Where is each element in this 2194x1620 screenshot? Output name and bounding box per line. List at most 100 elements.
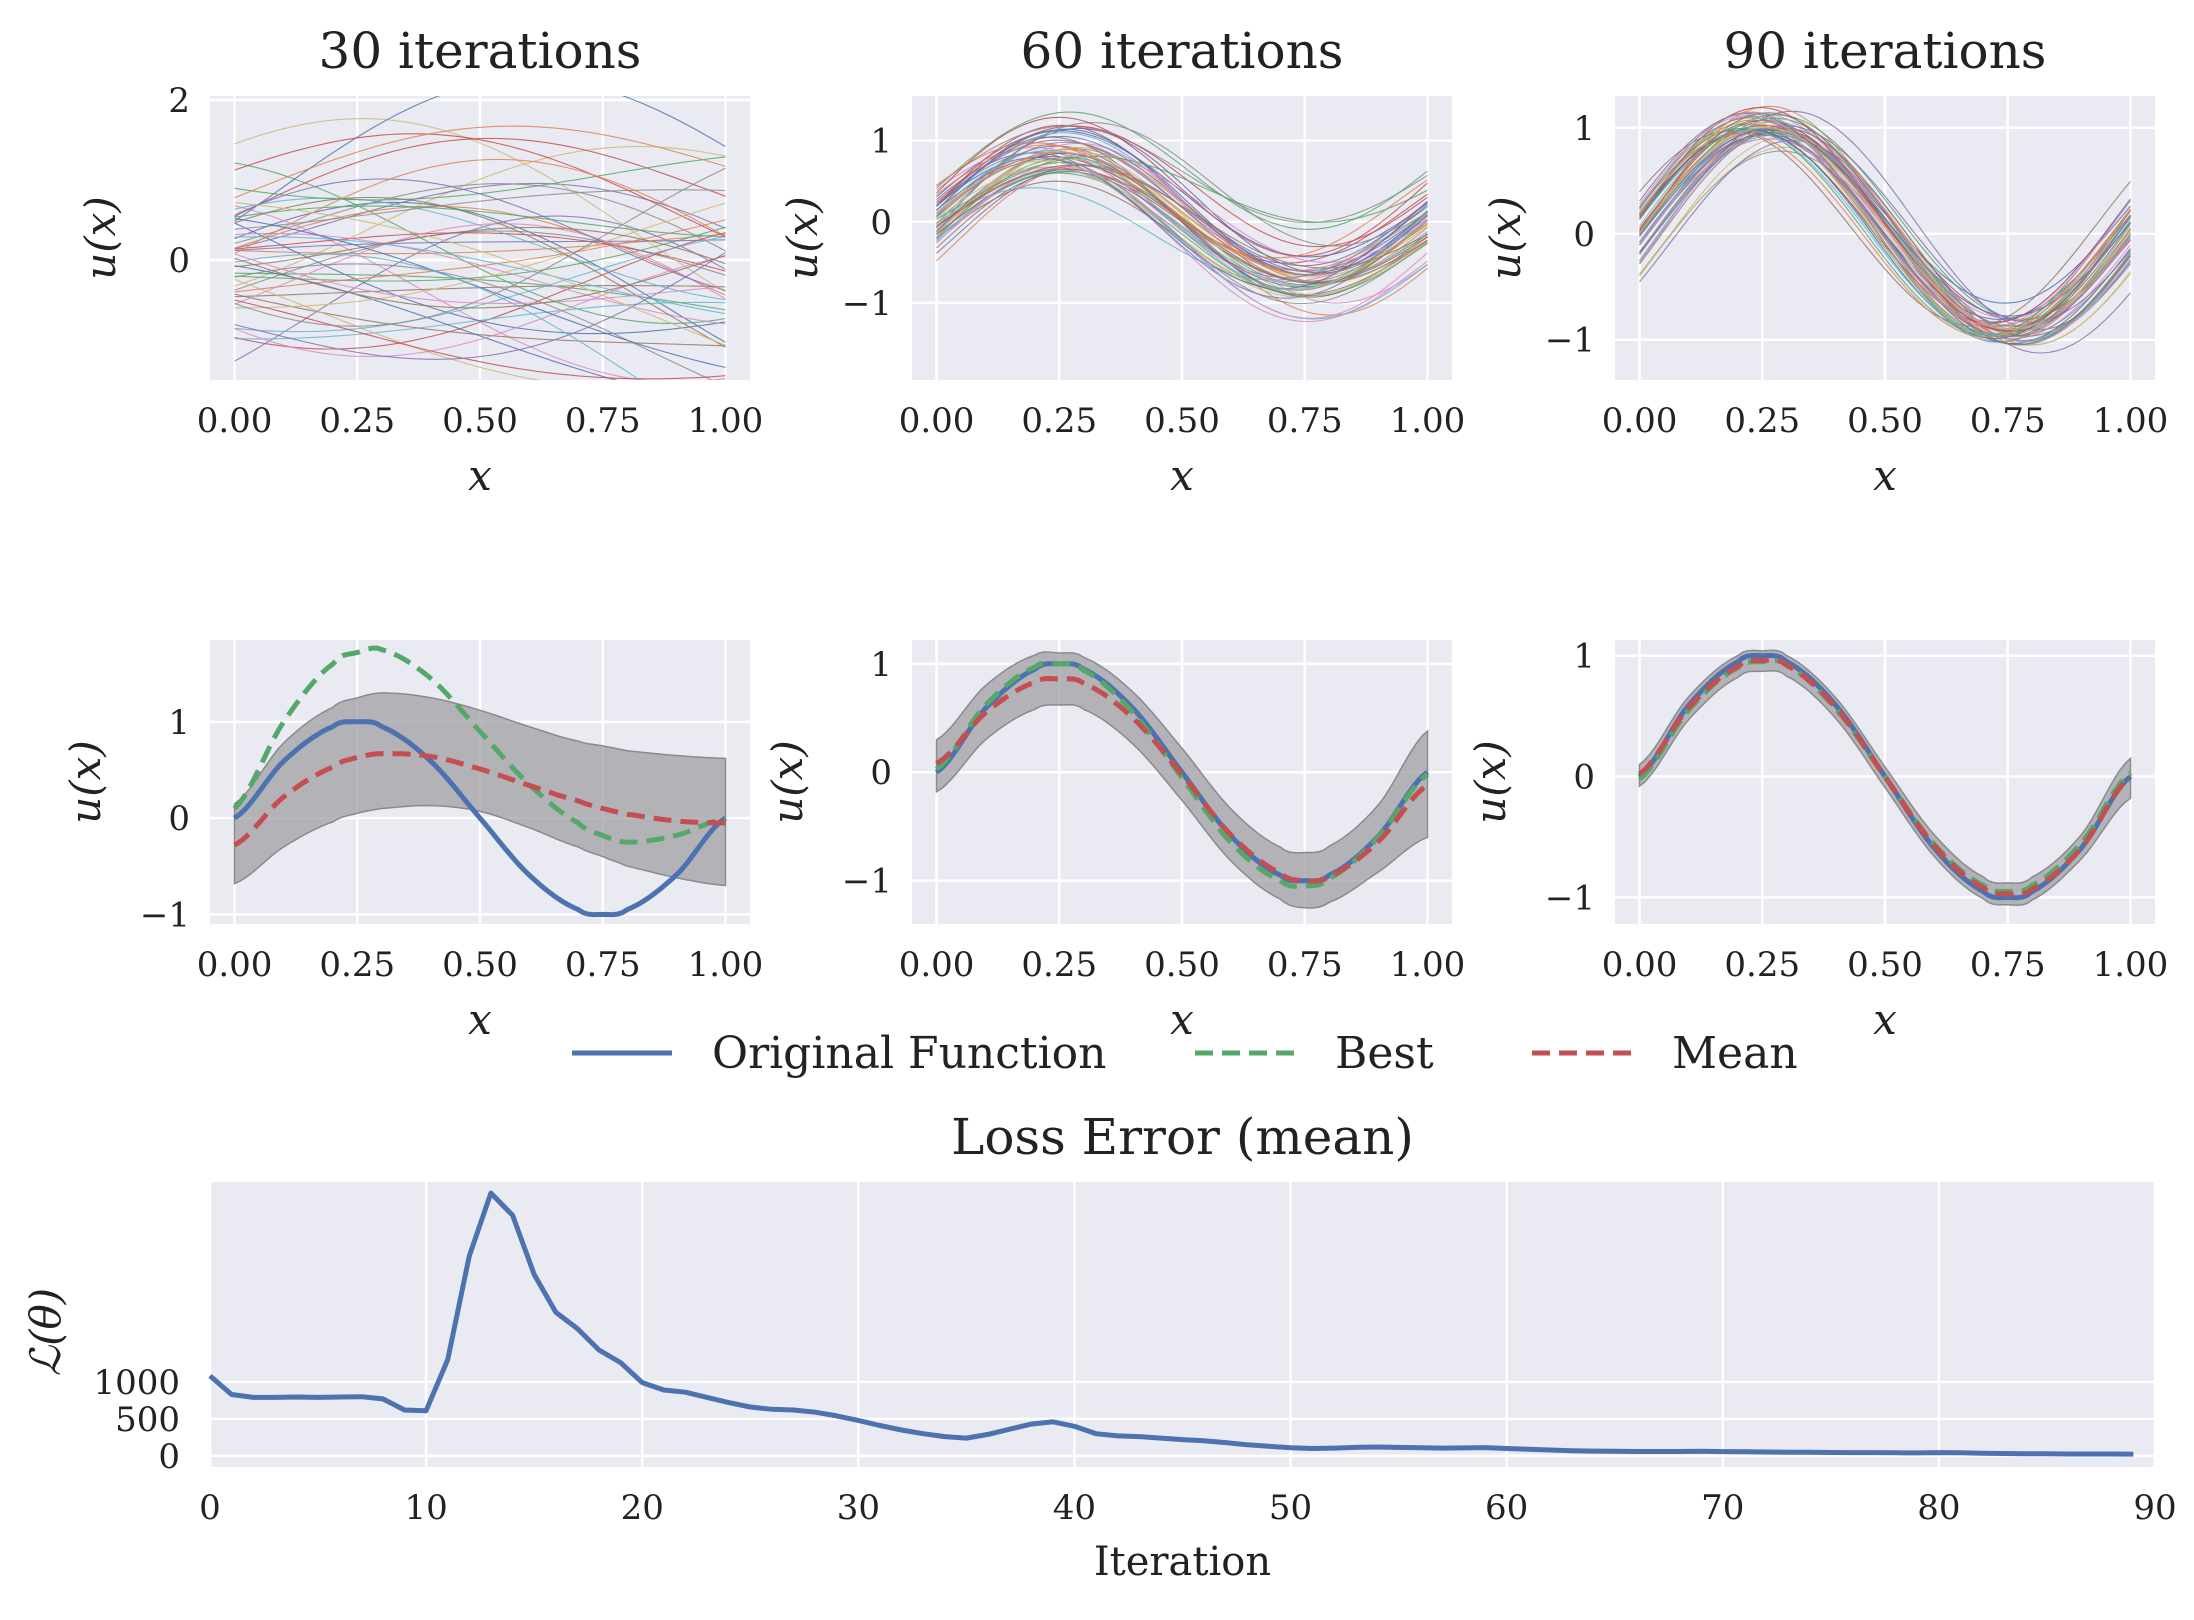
- sample-curve: [234, 189, 726, 230]
- x-tick-label: 0.25: [319, 401, 395, 441]
- plot-area: [210, 1182, 2155, 1467]
- y-tick-label: 0: [168, 241, 190, 281]
- sample-curve: [1639, 117, 2131, 327]
- sample-curve: [936, 111, 1428, 230]
- best-line: [232, 645, 727, 845]
- x-tick-label: 1.00: [2093, 945, 2169, 985]
- y-tick-label: 1000: [93, 1363, 180, 1403]
- y-tick-label: 0: [870, 203, 892, 243]
- sample-curve: [1639, 129, 2131, 336]
- sample-curve: [936, 116, 1428, 257]
- sample-curve: [234, 254, 726, 309]
- loss-line: [208, 1190, 2134, 1457]
- sample-curve: [936, 168, 1428, 285]
- plot-body: [1637, 649, 2133, 907]
- sample-curve: [1639, 134, 2131, 342]
- x-tick-label: 1.00: [688, 945, 764, 985]
- sample-curve: [234, 239, 726, 251]
- plot-body: [934, 651, 1430, 909]
- plot-body: [232, 645, 727, 918]
- panel-samples-60: 0.00 0.25 0.50 0.75 1.00 −1 0 1 60 iterations x u(…: [778, 22, 1465, 500]
- x-tick-label: 0.50: [1144, 945, 1220, 985]
- sample-curve: [234, 293, 726, 347]
- sample-curve: [234, 223, 726, 305]
- panel-title: 30 iterations: [319, 22, 642, 80]
- x-tick-label: 70: [1701, 1488, 1744, 1528]
- x-tick-label: 50: [1269, 1488, 1312, 1528]
- x-axis-label: x: [1170, 451, 1194, 500]
- sample-curve: [234, 178, 726, 291]
- sample-curve: [234, 218, 726, 368]
- sample-curve: [936, 155, 1428, 223]
- sample-curve: [1639, 111, 2131, 343]
- y-tick-label: −1: [1545, 878, 1595, 918]
- y-tick-label: −1: [842, 862, 892, 902]
- x-tick-label: 0.50: [1847, 401, 1923, 441]
- original-function-line: [233, 719, 727, 918]
- y-tick-label: 1: [168, 703, 190, 743]
- x-tick-label: 1.00: [1390, 945, 1466, 985]
- sample-curve: [234, 133, 726, 238]
- y-tick-label: 0: [168, 799, 190, 839]
- x-tick-label: 0.00: [899, 945, 975, 985]
- sample-curve: [234, 255, 726, 358]
- sample-curve: [234, 202, 726, 346]
- sample-curve: [936, 149, 1428, 290]
- sample-curve: [936, 128, 1428, 276]
- sample-curve: [936, 144, 1428, 271]
- legend-best-label: Best: [1335, 1028, 1434, 1079]
- x-tick-label: 40: [1053, 1488, 1096, 1528]
- y-tick-label: 2: [168, 81, 190, 121]
- sample-curve: [1639, 134, 2131, 338]
- x-tick-label: 0.75: [1970, 401, 2046, 441]
- x-tick-label: 10: [404, 1488, 447, 1528]
- plot-body: [1639, 105, 2131, 354]
- x-tick-label: 0.50: [1144, 401, 1220, 441]
- x-tick-label: 0.75: [565, 401, 641, 441]
- y-tick-label: 0: [1573, 215, 1595, 255]
- sample-curve: [936, 171, 1428, 288]
- sample-curve: [1639, 126, 2131, 331]
- sample-curve: [936, 164, 1428, 269]
- mean-line: [233, 751, 726, 848]
- y-tick-label: 0: [1573, 758, 1595, 798]
- sample-curve: [234, 96, 726, 222]
- sample-curve: [234, 137, 726, 217]
- x-tick-label: 0.25: [1021, 945, 1097, 985]
- x-tick-label: 0.50: [1847, 945, 1923, 985]
- best-line: [1637, 658, 2133, 895]
- sample-curve: [234, 232, 726, 272]
- panel-samples-90: 0.00 0.25 0.50 0.75 1.00 −1 0 1 90 iterations x u(…: [1481, 22, 2168, 500]
- sample-curve: [234, 263, 713, 380]
- x-tick-label: 0.00: [197, 401, 273, 441]
- y-axis-label: u(x): [763, 740, 812, 824]
- x-tick-label: 0.25: [1724, 401, 1800, 441]
- x-tick-label: 0.00: [1602, 945, 1678, 985]
- x-tick-label: 0.25: [319, 945, 395, 985]
- y-tick-label: 1: [870, 122, 892, 162]
- sample-curve: [1639, 115, 2131, 327]
- sample-curve: [936, 125, 1428, 224]
- x-axis-label: x: [468, 995, 492, 1044]
- x-tick-label: 0.50: [442, 401, 518, 441]
- sample-curve: [234, 236, 726, 315]
- x-tick-label: 1.00: [688, 401, 764, 441]
- legend-mean-label: Mean: [1672, 1028, 1798, 1079]
- sample-curve: [1639, 133, 2131, 338]
- x-tick-label: 0: [199, 1488, 221, 1528]
- sample-curve: [234, 125, 726, 199]
- sample-curve: [234, 226, 726, 282]
- x-tick-label: 0.25: [1724, 945, 1800, 985]
- panel-title: 60 iterations: [1021, 22, 1344, 80]
- confidence-band: [935, 651, 1429, 909]
- legend: Original Function Best Mean: [572, 1028, 1798, 1079]
- sample-curve: [936, 158, 1428, 305]
- sample-curve: [234, 205, 726, 296]
- x-tick-label: 80: [1917, 1488, 1960, 1528]
- sample-curve: [234, 167, 726, 327]
- y-tick-label: 500: [115, 1400, 180, 1440]
- sample-curve: [936, 151, 1428, 276]
- x-axis-label: x: [1170, 995, 1194, 1044]
- sample-curve: [936, 125, 1428, 248]
- sample-curve: [234, 299, 726, 380]
